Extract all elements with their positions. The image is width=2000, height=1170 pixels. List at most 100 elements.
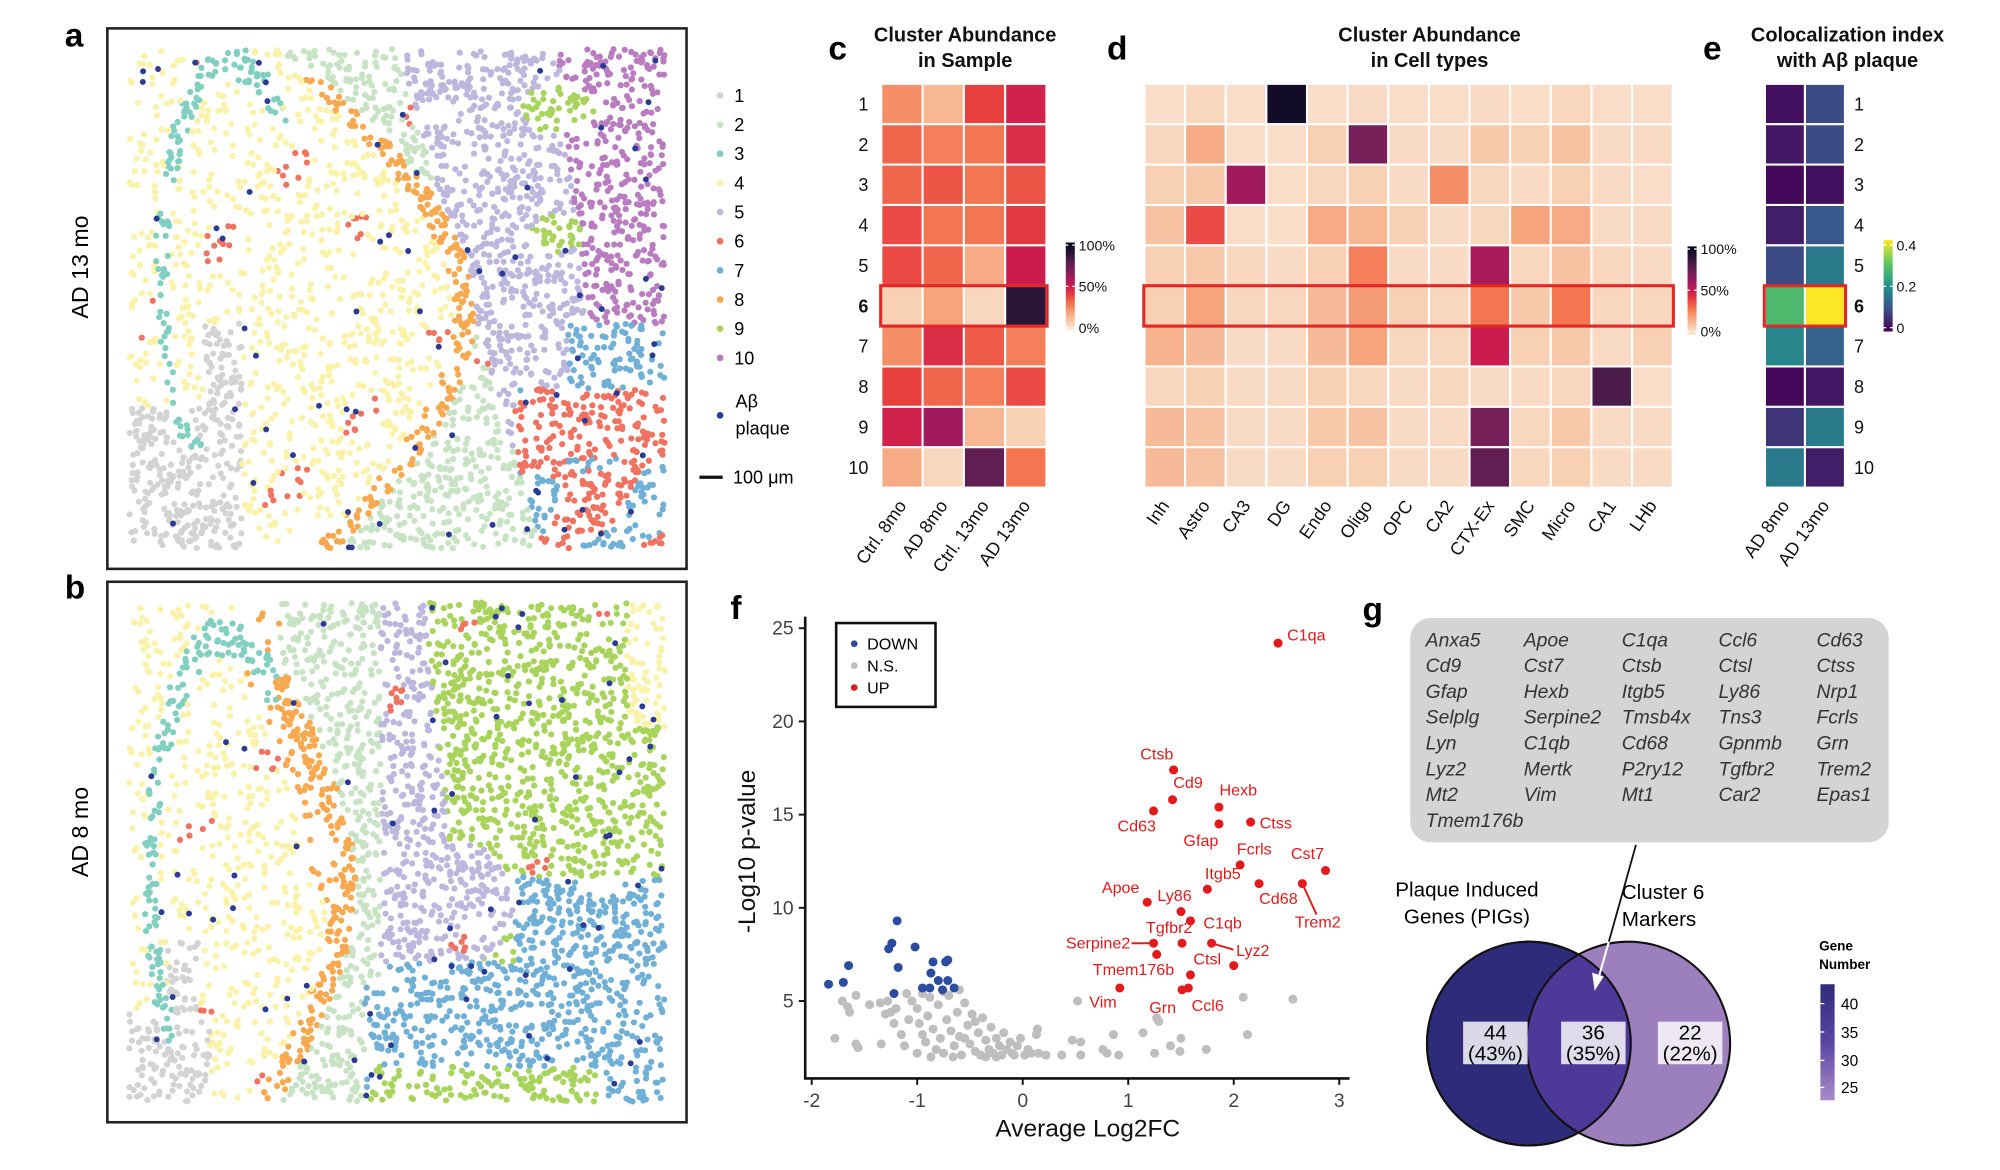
spatial-cell [466, 768, 474, 775]
spatial-cell [175, 185, 182, 193]
spatial-cell [614, 309, 621, 316]
spatial-cell [176, 177, 183, 184]
spatial-cell [368, 526, 375, 534]
spatial-cell [185, 458, 193, 465]
spatial-cell [383, 514, 390, 522]
spatial-cell [365, 231, 372, 239]
spatial-cell [294, 260, 301, 267]
spatial-cell [141, 432, 148, 439]
spatial-cell [306, 55, 313, 62]
spatial-cell [441, 710, 448, 718]
plaque-dot [343, 406, 350, 413]
spatial-cell [537, 458, 544, 466]
spatial-cell [203, 353, 210, 360]
spatial-cell [131, 420, 139, 427]
spatial-cell [529, 84, 536, 92]
spatial-cell [568, 813, 575, 820]
spatial-cell [395, 673, 402, 680]
spatial-cell [500, 666, 507, 673]
spatial-cell [639, 462, 646, 469]
spatial-cell [150, 1093, 158, 1100]
spatial-cell [182, 303, 189, 310]
spatial-cell [436, 129, 444, 136]
spatial-cell [626, 271, 633, 278]
spatial-cell [587, 60, 594, 67]
plaque-dot [264, 98, 271, 105]
spatial-cell [276, 738, 283, 745]
spatial-cell [638, 54, 645, 61]
spatial-cell [138, 1072, 146, 1079]
spatial-cell [500, 258, 507, 265]
spatial-cell [276, 1069, 284, 1077]
spatial-cell [580, 542, 587, 549]
plaque-dot [598, 124, 605, 131]
spatial-cell [573, 780, 580, 788]
spatial-cell [317, 350, 324, 358]
spatial-cell [254, 1078, 261, 1085]
spatial-cell [465, 404, 472, 411]
spatial-cell [167, 461, 174, 468]
spatial-cell [470, 150, 478, 157]
spatial-cell [332, 670, 339, 677]
spatial-cell [456, 49, 463, 56]
spatial-cell [635, 483, 642, 490]
spatial-cell [546, 229, 553, 236]
spatial-cell [434, 175, 441, 182]
spatial-cell [593, 257, 600, 264]
spatial-cell [263, 788, 270, 796]
spatial-cell [238, 515, 245, 522]
spatial-cell [337, 434, 344, 442]
spatial-cell [407, 535, 414, 542]
panel-label-b: b [65, 570, 85, 607]
spatial-cell [305, 106, 312, 114]
spatial-cell [542, 123, 549, 131]
spatial-cell [513, 110, 520, 118]
spatial-cell [505, 774, 512, 781]
spatial-cell [556, 57, 563, 65]
spatial-cell [394, 883, 401, 890]
spatial-cell [456, 313, 463, 320]
spatial-cell [619, 328, 626, 335]
spatial-cell [522, 447, 529, 454]
spatial-cell [212, 1017, 219, 1024]
spatial-cell [555, 1012, 562, 1019]
spatial-cell [165, 477, 172, 484]
spatial-cell [461, 163, 469, 170]
spatial-cell [368, 666, 375, 673]
spatial-cell [307, 78, 314, 85]
spatial-cell [410, 493, 417, 500]
spatial-cell [152, 435, 159, 442]
spatial-cell [301, 191, 309, 199]
spatial-cell [611, 328, 618, 335]
spatial-cell [571, 644, 578, 651]
spatial-cell [526, 516, 533, 523]
spatial-cell [488, 453, 495, 460]
spatial-cell [505, 390, 512, 398]
spatial-cell [328, 822, 335, 830]
spatial-cell [151, 189, 159, 196]
spatial-cell [508, 230, 515, 237]
spatial-cell [270, 96, 278, 103]
spatial-cell [533, 227, 540, 234]
spatial-cell [449, 138, 456, 145]
spatial-cell [395, 397, 403, 404]
spatial-cell [332, 273, 339, 280]
spatial-cell [349, 117, 357, 124]
spatial-cell [516, 1062, 524, 1069]
spatial-cell [229, 918, 236, 925]
spatial-cell [451, 885, 458, 892]
spatial-cell [367, 134, 374, 141]
spatial-cell [650, 185, 657, 192]
spatial-cell [275, 64, 282, 71]
spatial-cell [232, 378, 239, 386]
spatial-cell [138, 334, 145, 341]
spatial-cell [648, 847, 655, 854]
spatial-cell [413, 189, 420, 197]
spatial-cell [360, 979, 367, 986]
spatial-cell [329, 309, 336, 317]
spatial-cell [201, 625, 208, 632]
spatial-cell [237, 448, 245, 455]
spatial-cell [635, 304, 642, 311]
spatial-cell [534, 473, 541, 481]
spatial-cell [206, 341, 213, 348]
